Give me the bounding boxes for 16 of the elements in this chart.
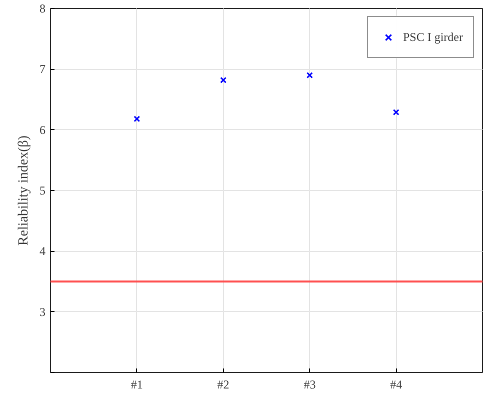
y-tick-label: 3 [40,304,46,319]
legend-label: PSC I girder [403,30,463,44]
x-tick-label: #3 [304,378,316,392]
x-tick-label: #2 [217,378,230,392]
y-tick-label: 6 [40,122,46,137]
y-tick-label: 4 [40,244,46,258]
y-tick-label: 8 [40,2,46,16]
y-tick-label: 5 [40,184,46,198]
point [392,109,400,116]
y-axis-title: Reliability index(β) [16,135,32,246]
x-tick-label: #1 [130,378,143,392]
point [134,116,140,122]
y-tick-label: 7 [40,62,46,76]
x-tick-label: #4 [390,378,402,392]
point [220,76,227,84]
point [306,72,313,78]
